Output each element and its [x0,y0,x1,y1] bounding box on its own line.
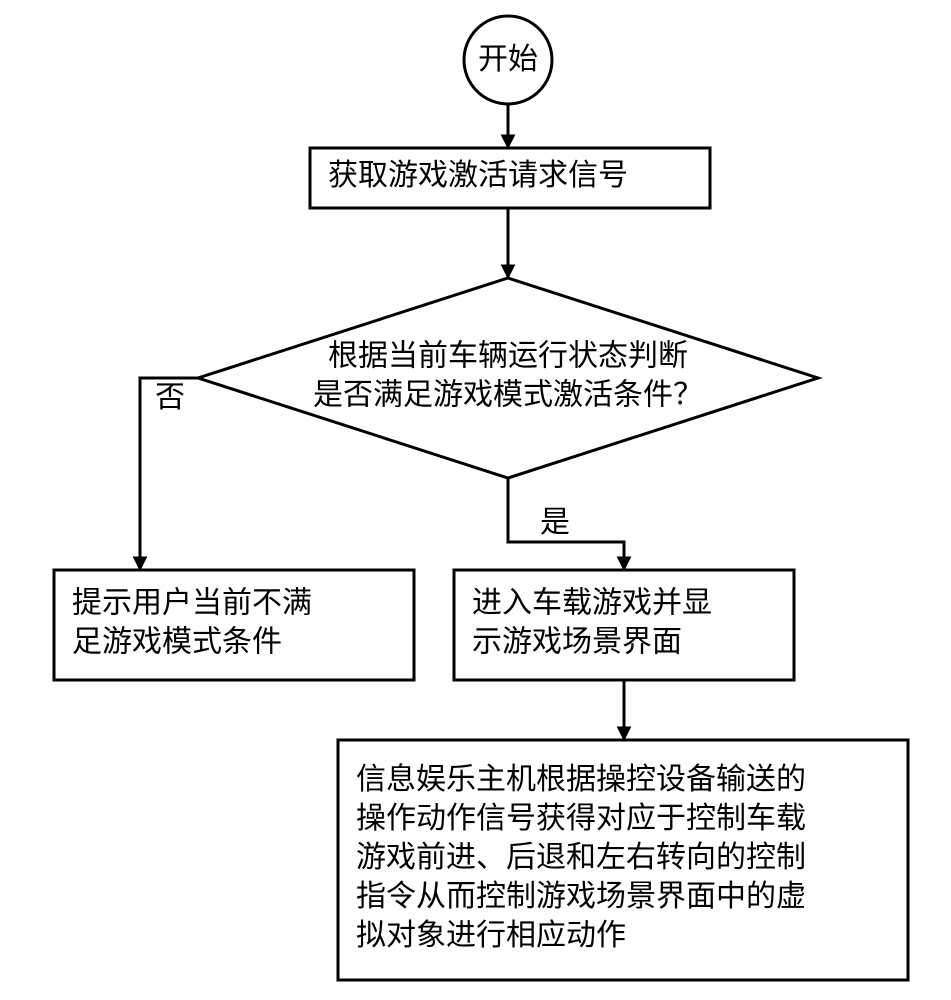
node-start-text: 开始 [478,43,538,76]
flowchart-canvas: 否是 开始获取游戏激活请求信号根据当前车辆运行状态判断是否满足游戏模式激活条件？ 提… [0,0,951,1000]
node-n_last-text-3: 指令从而控制游戏场景界面中的虚 [356,880,806,913]
node-n_yes: 进入车载游戏并显示游戏场景界面 [454,570,794,680]
edge-label-d1-n_no: 否 [155,381,185,414]
edge-label-d1-n_yes: 是 [540,506,570,539]
node-n1: 获取游戏激活请求信号 [310,148,710,208]
node-d1-text-0: 根据当前车辆运行状态判断 [328,339,688,372]
node-n_yes-text-1: 示游戏场景界面 [472,625,682,658]
node-n1-text-0: 获取游戏激活请求信号 [328,159,628,192]
node-n_last-text-2: 游戏前进、后退和左右转向的控制 [356,841,806,874]
node-n_last: 信息娱乐主机根据操控设备输送的操作动作信号获得对应于控制车载游戏前进、后退和左右… [338,740,908,980]
node-start: 开始 [464,16,552,104]
node-n_last-text-1: 操作动作信号获得对应于控制车载 [356,802,806,835]
node-d1: 根据当前车辆运行状态判断是否满足游戏模式激活条件？ [198,278,818,478]
node-n_no-text-0: 提示用户当前不满 [72,586,312,619]
node-d1-text-1: 是否满足游戏模式激活条件？ [313,378,703,411]
node-n_last-text-4: 拟对象进行相应动作 [356,919,626,952]
node-n_no: 提示用户当前不满足游戏模式条件 [54,570,414,680]
node-n_yes-text-0: 进入车载游戏并显 [472,586,712,619]
node-n_no-text-1: 足游戏模式条件 [72,625,282,658]
node-n_last-text-0: 信息娱乐主机根据操控设备输送的 [356,763,806,796]
